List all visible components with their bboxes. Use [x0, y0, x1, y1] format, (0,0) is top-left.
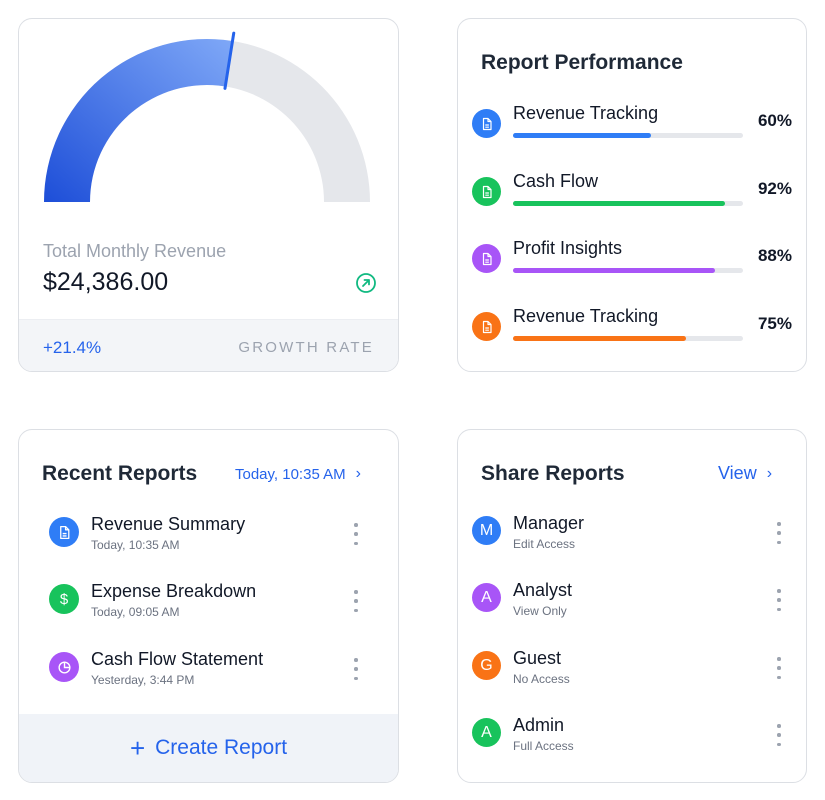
chevron-right-icon: › [766, 464, 773, 482]
perf-icon-badge [472, 312, 501, 341]
perf-progress-track [513, 201, 743, 206]
more-options-icon[interactable] [772, 522, 786, 544]
perf-percent: 60% [757, 111, 792, 130]
perf-progress-fill [513, 201, 725, 206]
perf-percent: 75% [757, 314, 792, 333]
more-options-icon[interactable] [772, 589, 786, 611]
gauge-marker [223, 31, 236, 90]
revenue-footer: +21.4% GROWTH RATE [19, 319, 398, 371]
perf-icon-badge [472, 177, 501, 206]
chevron-right-icon: › [355, 465, 361, 482]
list-item[interactable]: Cash Flow Statement Yesterday, 3:44 PM [19, 649, 398, 699]
perf-name: Revenue Tracking [513, 103, 659, 123]
list-item[interactable]: $ Expense Breakdown Today, 09:05 AM [19, 581, 398, 631]
perf-progress-track [513, 336, 743, 341]
view-link[interactable]: View › [718, 463, 772, 484]
report-timestamp: Today, 10:35 AM [91, 538, 180, 552]
user-access: No Access [513, 672, 570, 686]
revenue-gauge [44, 31, 370, 203]
user-role: Manager [513, 513, 585, 533]
report-timestamp: Yesterday, 3:44 PM [91, 673, 195, 687]
more-options-icon[interactable] [772, 657, 786, 679]
perf-progress-fill [513, 268, 716, 273]
growth-value: +21.4% [43, 338, 102, 357]
user-row[interactable]: A Admin Full Access [458, 715, 806, 765]
perf-progress-fill [513, 133, 651, 138]
recent-date-label: Today, 10:35 AM [235, 465, 346, 483]
user-access: Full Access [513, 739, 574, 753]
plus-icon: + [129, 733, 146, 763]
trend-up-icon[interactable] [355, 272, 377, 294]
report-timestamp: Today, 09:05 AM [91, 605, 180, 619]
avatar: M [472, 516, 501, 545]
more-options-icon[interactable] [772, 724, 786, 746]
perf-row[interactable]: Profit Insights 88% [458, 238, 806, 288]
revenue-label: Total Monthly Revenue [43, 241, 227, 261]
perf-progress-track [513, 133, 743, 138]
report-icon-badge: $ [49, 584, 79, 614]
user-row[interactable]: G Guest No Access [458, 648, 806, 698]
perf-row[interactable]: Cash Flow 92% [458, 171, 806, 221]
document-icon [482, 252, 492, 265]
perf-icon-badge [472, 244, 501, 273]
card-title: Recent Reports [42, 462, 198, 485]
perf-name: Profit Insights [513, 238, 623, 258]
gauge-fill [44, 39, 233, 203]
growth-label: GROWTH RATE [238, 339, 374, 356]
pie-chart-icon [57, 660, 71, 674]
revenue-card: Total Monthly Revenue $24,386.00 +21.4% … [18, 18, 399, 372]
report-icon-badge [49, 652, 79, 682]
recent-date-link[interactable]: Today, 10:35 AM › [235, 465, 361, 483]
card-title: Report Performance [481, 51, 683, 74]
user-access: Edit Access [513, 537, 576, 551]
create-report-button[interactable]: + Create Report [19, 714, 398, 782]
report-title: Revenue Summary [91, 514, 246, 534]
create-report-label: Create Report [155, 736, 288, 759]
user-role: Admin [513, 715, 565, 735]
avatar: A [472, 718, 501, 747]
avatar: G [472, 651, 501, 680]
report-performance-card: Report Performance Revenue Tracking 60% … [457, 18, 807, 372]
more-options-icon[interactable] [349, 658, 363, 680]
perf-name: Revenue Tracking [513, 306, 659, 326]
user-row[interactable]: A Analyst View Only [458, 580, 806, 630]
share-reports-card: Share Reports View › M Manager Edit Acce… [457, 429, 807, 783]
user-row[interactable]: M Manager Edit Access [458, 513, 806, 563]
avatar: A [472, 583, 501, 612]
document-icon [482, 320, 492, 333]
perf-row[interactable]: Revenue Tracking 75% [458, 306, 806, 356]
more-options-icon[interactable] [349, 590, 363, 612]
perf-progress-fill [513, 336, 686, 341]
document-icon [482, 117, 492, 130]
more-options-icon[interactable] [349, 523, 363, 545]
user-access: View Only [513, 604, 567, 618]
list-item[interactable]: Revenue Summary Today, 10:35 AM [19, 514, 398, 564]
perf-percent: 88% [757, 246, 792, 265]
view-label: View [718, 463, 757, 483]
report-title: Cash Flow Statement [91, 649, 264, 669]
perf-percent: 92% [757, 179, 792, 198]
dollar-icon: $ [59, 590, 69, 608]
perf-row[interactable]: Revenue Tracking 60% [458, 103, 806, 153]
user-role: Analyst [513, 580, 573, 600]
user-role: Guest [513, 648, 562, 668]
report-title: Expense Breakdown [91, 581, 257, 601]
perf-name: Cash Flow [513, 171, 599, 191]
perf-icon-badge [472, 109, 501, 138]
perf-progress-track [513, 268, 743, 273]
document-icon [59, 525, 69, 539]
document-icon [482, 185, 492, 198]
revenue-value: $24,386.00 [43, 268, 169, 296]
card-title: Share Reports [481, 462, 625, 485]
recent-reports-card: Recent Reports Today, 10:35 AM › Revenue… [18, 429, 399, 783]
report-icon-badge [49, 517, 79, 547]
